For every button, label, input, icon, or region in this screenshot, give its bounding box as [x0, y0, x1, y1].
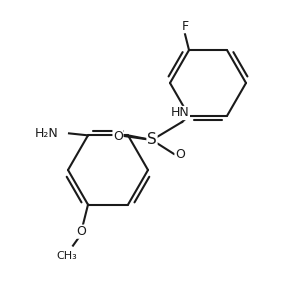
Text: O: O — [175, 147, 185, 160]
Text: O: O — [113, 130, 123, 143]
Text: F: F — [181, 20, 188, 33]
Text: CH₃: CH₃ — [57, 251, 78, 261]
Text: HN: HN — [171, 107, 189, 120]
Text: O: O — [76, 225, 86, 238]
Text: H₂N: H₂N — [34, 127, 58, 140]
Text: S: S — [147, 132, 157, 147]
